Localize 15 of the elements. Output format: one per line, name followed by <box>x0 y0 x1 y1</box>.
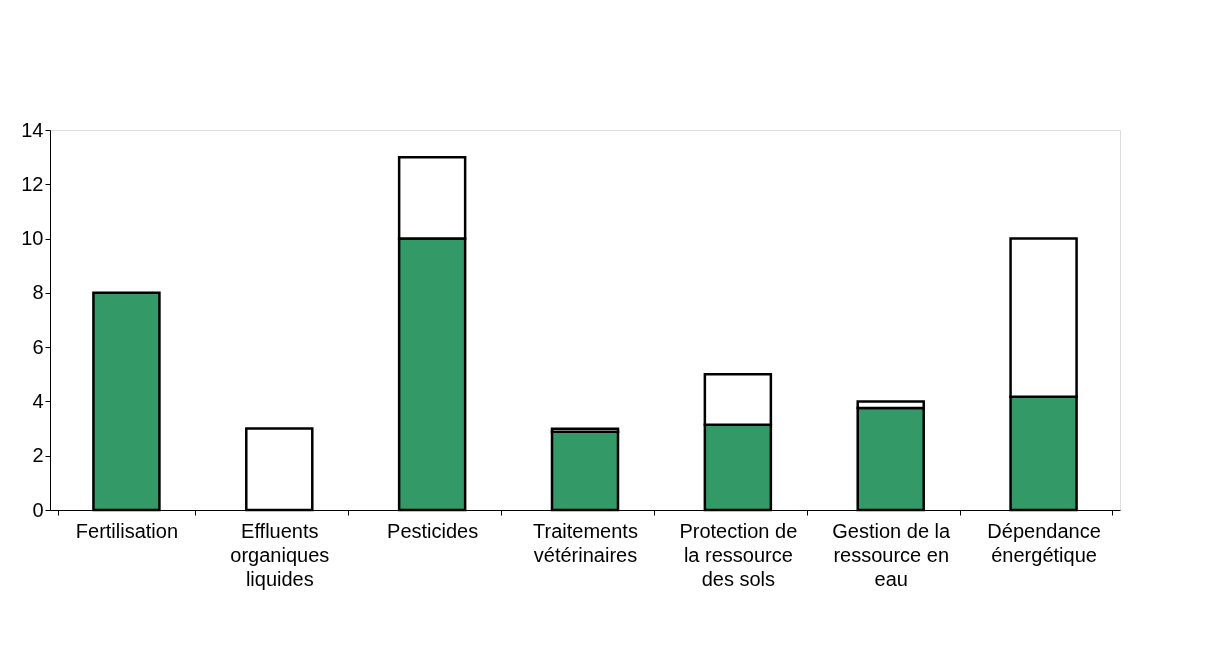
y-tick-label: 0 <box>32 498 44 521</box>
y-tick-label: 2 <box>32 444 44 467</box>
y-tick-label: 12 <box>21 172 44 195</box>
y-tick-label: 4 <box>32 389 44 412</box>
y-tick-label: 14 <box>21 118 44 141</box>
x-tick-label: Traitements vétérinaires <box>533 519 638 566</box>
y-tick-label: 8 <box>32 281 44 304</box>
x-tick-label: Gestion de la ressource en eau <box>832 519 952 590</box>
y-tick-label: 10 <box>21 227 44 250</box>
x-tick-label: Dépendance énergétique <box>987 519 1101 566</box>
x-tick-label: Effluents organiques liquides <box>230 519 330 590</box>
y-tick-label: 6 <box>32 335 44 358</box>
x-tick-label: Fertilisation <box>75 519 179 542</box>
x-tick-label: Pesticides <box>387 519 479 542</box>
x-tick-label: Protection de la ressource des sols <box>679 519 798 590</box>
